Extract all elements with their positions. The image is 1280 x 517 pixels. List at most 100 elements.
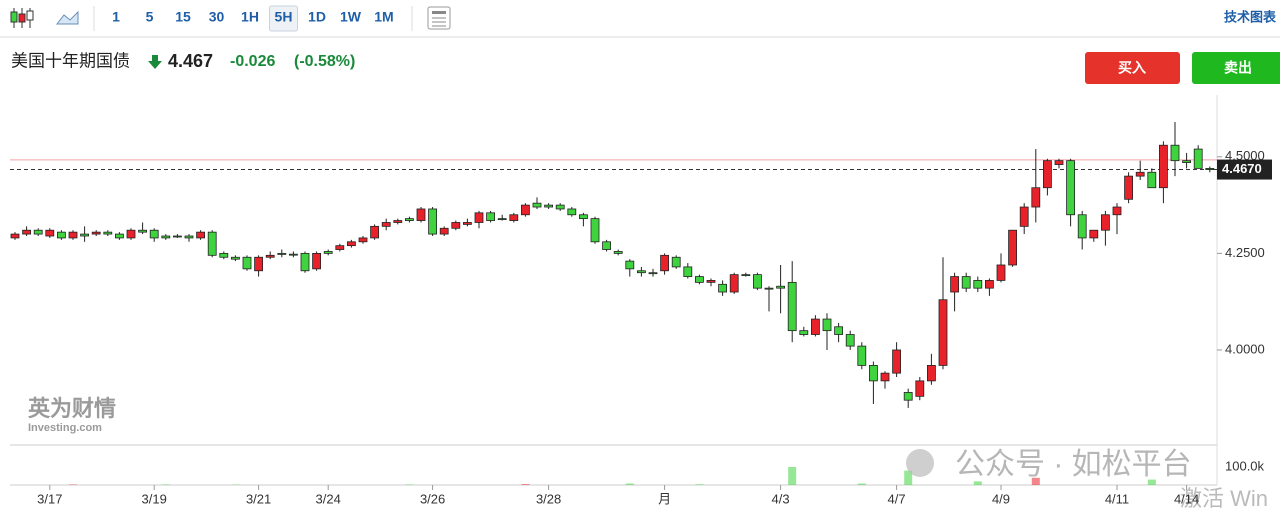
interval-button[interactable]: 15 [175, 9, 191, 25]
candle-body [903, 392, 913, 401]
candle-body [1054, 160, 1064, 165]
candle-body [300, 252, 310, 272]
candle-body [370, 225, 380, 239]
candle-body [1135, 171, 1145, 177]
table-icon[interactable] [427, 6, 451, 30]
candle-body [312, 252, 322, 270]
interval-button[interactable]: 1 [112, 9, 120, 25]
interval-button[interactable]: 1W [340, 9, 362, 25]
candle-body [80, 233, 89, 237]
volume-bar [161, 484, 170, 485]
candle-body [532, 202, 542, 208]
sell-button[interactable] [1192, 52, 1280, 84]
candle-body [57, 231, 66, 239]
candle-body [68, 231, 78, 239]
candle-body [1101, 214, 1110, 231]
candle-icon[interactable] [10, 8, 34, 28]
interval-button[interactable]: 30 [209, 9, 225, 25]
candle-body [834, 326, 843, 335]
candle-body [393, 220, 403, 223]
x-tick-label: 月 [658, 491, 671, 506]
candle-body [857, 345, 867, 366]
candle-body [277, 252, 287, 255]
candle-body [822, 318, 832, 332]
candle-body [706, 280, 716, 283]
candle-body [950, 276, 959, 293]
volume-bar [904, 470, 913, 485]
candle-body [1008, 229, 1017, 266]
candle-body [776, 285, 785, 289]
candle-body [45, 229, 55, 237]
candle-body [346, 241, 356, 247]
volume-tick-label: 100.0k [1225, 458, 1265, 473]
instrument-title: 美国十年期国债 [11, 51, 130, 70]
candle-body [219, 252, 229, 258]
toolbar [0, 0, 1280, 37]
candle-body [1193, 148, 1203, 169]
x-tick-label: 4/3 [772, 491, 790, 506]
candle-body [625, 260, 635, 270]
candle-body [961, 276, 971, 289]
interval-button[interactable]: 5H [275, 9, 293, 25]
area-icon[interactable] [55, 10, 79, 25]
candle-body [242, 256, 252, 270]
candle-body [91, 231, 101, 235]
candle-body [1043, 160, 1052, 189]
price: 4.467 [168, 51, 213, 71]
volume-bar [973, 481, 982, 485]
candle-body [1147, 171, 1157, 189]
candle-body [1170, 144, 1180, 162]
candle-body [637, 270, 646, 274]
last-price-box [1217, 159, 1272, 180]
y-tick-label: 4.0000 [1225, 341, 1265, 356]
volume-bar [695, 484, 704, 485]
logo-cn: 英为财情 [28, 396, 116, 421]
y-tick-label: 4.2500 [1225, 245, 1265, 260]
volume-bar [857, 483, 866, 485]
x-tick-label: 4/9 [992, 491, 1010, 506]
candle-body [1089, 229, 1099, 239]
interval-button[interactable]: 1D [308, 9, 326, 25]
candle-body [428, 208, 438, 235]
candle-body [718, 283, 727, 293]
candle-body [358, 237, 368, 243]
candle-body [416, 208, 426, 221]
candle-body [555, 204, 565, 210]
candle-body [381, 222, 391, 227]
volume-bar [788, 467, 797, 485]
candle-body [660, 254, 669, 272]
candle-body [115, 233, 124, 239]
wechat-watermark: 公众号 · 如松平台 [955, 448, 1192, 481]
candle-body [671, 256, 681, 268]
candle-body [845, 334, 855, 347]
candle-body [985, 280, 994, 289]
down-arrow [148, 55, 162, 69]
sell-label[interactable]: 卖出 [1224, 60, 1252, 76]
x-tick-label: 3/17 [37, 491, 62, 506]
x-tick-label: 3/21 [246, 491, 271, 506]
candle-body [439, 227, 449, 235]
interval-button[interactable]: 5 [146, 9, 154, 25]
candle-body [138, 229, 148, 233]
candle-body [938, 299, 948, 366]
candle-body [1182, 160, 1191, 164]
tech-chart-link[interactable]: 技术图表 [1224, 9, 1277, 24]
interval-button[interactable]: 1H [241, 9, 259, 25]
candle-body [787, 281, 797, 332]
buy-label[interactable]: 买入 [1118, 60, 1146, 76]
buy-button[interactable] [1085, 52, 1180, 84]
candle-body [172, 235, 182, 238]
x-tick-label: 3/26 [420, 491, 445, 506]
candle-body [207, 231, 217, 256]
candle-body [811, 318, 820, 335]
candle-body [230, 256, 240, 260]
candle-body [521, 204, 530, 216]
change: -0.026 [230, 53, 275, 70]
candle-body [764, 287, 774, 290]
candle-body [126, 229, 136, 239]
interval-button[interactable]: 1M [374, 9, 393, 25]
candle-body [1112, 206, 1122, 216]
candle-body [996, 264, 1006, 281]
candle-body [648, 272, 658, 275]
